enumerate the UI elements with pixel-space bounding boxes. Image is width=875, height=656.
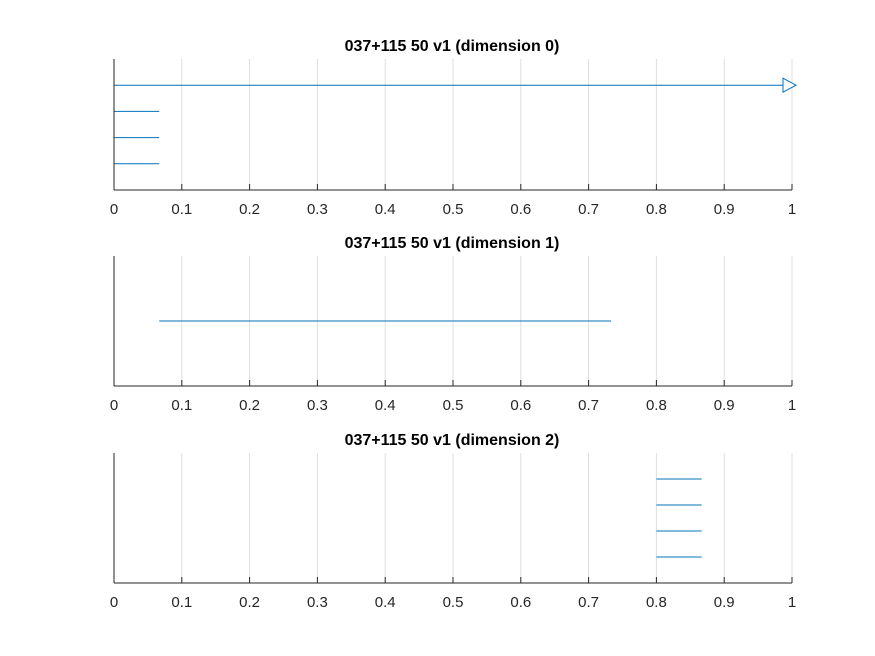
x-tick-label: 0.5 — [443, 201, 464, 218]
x-tick-label: 0.5 — [443, 594, 464, 611]
x-tick-label: 0.1 — [171, 201, 192, 218]
subplot-title: 037+115 50 v1 (dimension 0) — [345, 38, 560, 55]
x-tick-label: 0.1 — [171, 594, 192, 611]
subplot-dimension-1: 037+115 50 v1 (dimension 1) 0 0.1 0.2 0.3 0.… — [110, 235, 796, 414]
subplot-dimension-2: 037+115 50 v1 (dimension 2) 0 0.1 0.2 0.3 0.… — [110, 432, 796, 611]
x-tick-label: 1 — [788, 594, 796, 611]
x-tick-label: 0.6 — [510, 594, 531, 611]
x-tick-label: 0.3 — [307, 201, 328, 218]
x-tick-label: 0.2 — [239, 397, 260, 414]
x-tick-label: 0 — [110, 201, 118, 218]
x-tick-label: 0.1 — [171, 397, 192, 414]
x-tick-label: 0.4 — [375, 594, 396, 611]
x-tick-label: 0.9 — [714, 397, 735, 414]
x-tick-label: 0.3 — [307, 397, 328, 414]
x-tick-label: 0.7 — [578, 594, 599, 611]
x-tick-label: 0.3 — [307, 594, 328, 611]
x-tick-label: 0 — [110, 594, 118, 611]
x-tick-label: 0.7 — [578, 397, 599, 414]
x-tick-label: 0.4 — [375, 201, 396, 218]
x-tick-label: 1 — [788, 201, 796, 218]
x-tick-label: 0 — [110, 397, 118, 414]
subplot-title: 037+115 50 v1 (dimension 1) — [345, 235, 560, 252]
x-tick-label: 0.9 — [714, 201, 735, 218]
x-tick-label: 0.5 — [443, 397, 464, 414]
x-tick-label: 0.8 — [646, 201, 667, 218]
infinite-arrow-marker — [782, 77, 798, 94]
x-tick-label: 0.6 — [510, 201, 531, 218]
x-tick-label: 0.9 — [714, 594, 735, 611]
subplot-dimension-0: 037+115 50 v1 (dimension 0) 0 0.1 0.2 0.3 0.… — [110, 38, 798, 218]
x-tick-label: 0.2 — [239, 201, 260, 218]
x-tick-label: 0.8 — [646, 397, 667, 414]
x-tick-label: 0.4 — [375, 397, 396, 414]
x-tick-label: 0.8 — [646, 594, 667, 611]
x-tick-label: 0.6 — [510, 397, 531, 414]
x-tick-label: 1 — [788, 397, 796, 414]
x-tick-label: 0.7 — [578, 201, 599, 218]
x-tick-label: 0.2 — [239, 594, 260, 611]
subplot-title: 037+115 50 v1 (dimension 2) — [345, 432, 560, 449]
